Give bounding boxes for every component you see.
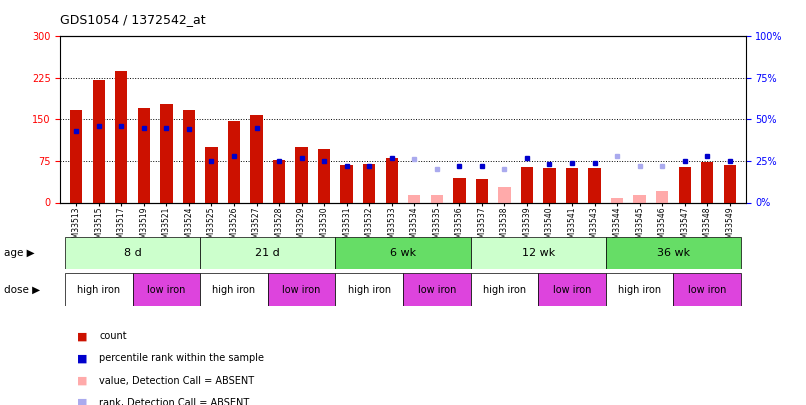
Text: ■: ■ (77, 354, 87, 363)
Text: high iron: high iron (77, 285, 120, 294)
Text: high iron: high iron (483, 285, 526, 294)
Bar (724, 165, 736, 202)
Bar (471, 273, 538, 306)
Text: 12 wk: 12 wk (521, 248, 555, 258)
Bar (132, 273, 200, 306)
Bar (679, 166, 691, 202)
Text: 6 wk: 6 wk (390, 248, 416, 258)
Text: ■: ■ (77, 376, 87, 386)
Bar (430, 195, 443, 202)
Bar (335, 273, 403, 306)
Text: 21 d: 21 d (256, 248, 280, 258)
Text: low iron: low iron (282, 285, 321, 294)
Bar (471, 237, 606, 269)
Text: ■: ■ (77, 398, 87, 405)
Text: 8 d: 8 d (123, 248, 141, 258)
Bar (476, 179, 488, 202)
Bar (606, 237, 741, 269)
Bar (588, 168, 600, 202)
Bar (453, 177, 466, 202)
Bar (295, 147, 308, 202)
Bar (335, 237, 471, 269)
Bar (385, 158, 398, 202)
Text: value, Detection Call = ABSENT: value, Detection Call = ABSENT (99, 376, 254, 386)
Text: age ▶: age ▶ (4, 248, 35, 258)
Text: high iron: high iron (618, 285, 661, 294)
Bar (340, 165, 353, 202)
Bar (611, 198, 623, 202)
Bar (656, 192, 668, 202)
Bar (543, 168, 555, 202)
Bar (566, 168, 578, 202)
Bar (403, 273, 471, 306)
Text: low iron: low iron (418, 285, 456, 294)
Bar (251, 115, 263, 202)
Bar (115, 71, 127, 202)
Bar (200, 237, 335, 269)
Bar (138, 109, 150, 202)
Text: count: count (99, 331, 127, 341)
Bar (93, 80, 105, 202)
Bar (200, 273, 268, 306)
Bar (183, 110, 195, 202)
Bar (318, 149, 330, 202)
Text: dose ▶: dose ▶ (4, 285, 40, 294)
Bar (538, 273, 606, 306)
Bar (363, 164, 376, 202)
Text: percentile rank within the sample: percentile rank within the sample (99, 354, 264, 363)
Bar (606, 273, 674, 306)
Text: ■: ■ (77, 331, 87, 341)
Text: rank, Detection Call = ABSENT: rank, Detection Call = ABSENT (99, 398, 249, 405)
Text: low iron: low iron (688, 285, 726, 294)
Bar (206, 147, 218, 202)
Bar (65, 237, 200, 269)
Text: high iron: high iron (347, 285, 391, 294)
Bar (674, 273, 741, 306)
Bar (634, 195, 646, 202)
Bar (65, 273, 132, 306)
Bar (498, 187, 511, 202)
Text: high iron: high iron (213, 285, 256, 294)
Text: low iron: low iron (147, 285, 185, 294)
Bar (273, 160, 285, 202)
Bar (521, 166, 533, 202)
Text: low iron: low iron (553, 285, 592, 294)
Bar (408, 195, 421, 202)
Bar (160, 104, 172, 202)
Bar (70, 109, 82, 202)
Bar (701, 162, 713, 202)
Text: GDS1054 / 1372542_at: GDS1054 / 1372542_at (60, 13, 206, 26)
Bar (228, 121, 240, 202)
Text: 36 wk: 36 wk (657, 248, 690, 258)
Bar (268, 273, 335, 306)
